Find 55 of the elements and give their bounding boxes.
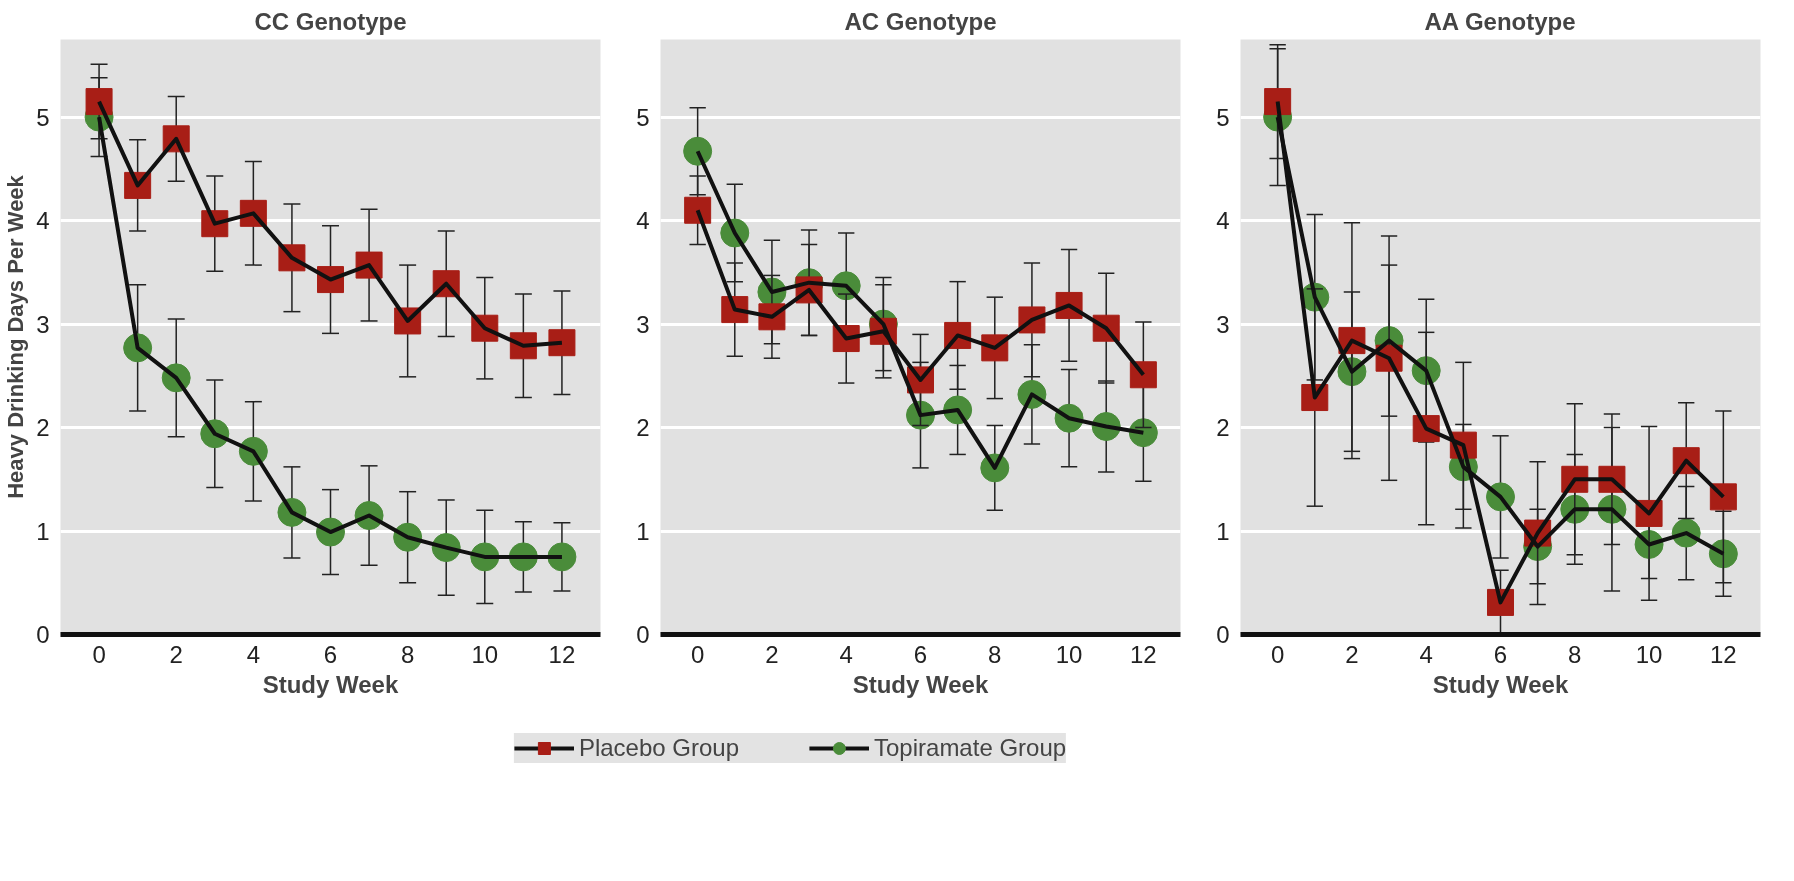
y-tick-label: 5 — [36, 103, 50, 131]
x-axis-title: Study Week — [852, 670, 989, 698]
x-tick-label: 0 — [92, 640, 106, 668]
point — [548, 329, 576, 357]
x-tick-label: 8 — [988, 640, 1002, 668]
x-tick-label: 4 — [1419, 640, 1433, 668]
point — [684, 196, 712, 224]
x-tick-label: 10 — [1055, 640, 1083, 668]
x-tick-label: 2 — [765, 640, 779, 668]
y-tick-label: 1 — [1216, 517, 1230, 545]
x-axis-title: Study Week — [1432, 670, 1569, 698]
y-tick-label: 2 — [636, 414, 650, 442]
legend-label: Topiramate Group — [874, 733, 1067, 762]
x-tick-label: 12 — [1130, 640, 1157, 668]
x-tick-label: 12 — [1710, 640, 1737, 668]
point — [683, 136, 713, 166]
y-tick-label: 1 — [636, 517, 650, 545]
x-tick-label: 8 — [1568, 640, 1582, 668]
y-tick-label: 0 — [636, 621, 650, 648]
y-tick-label: 5 — [636, 103, 650, 131]
x-tick-label: 10 — [471, 640, 499, 668]
legend-label: Placebo Group — [578, 733, 740, 762]
y-tick-label: 3 — [36, 310, 50, 338]
x-tick-label: 10 — [1635, 640, 1663, 668]
y-tick-label: 3 — [1216, 310, 1230, 338]
x-tick-label: 4 — [839, 640, 853, 668]
y-tick-label: 5 — [1216, 103, 1230, 131]
y-tick-label: 4 — [36, 207, 50, 235]
y-axis-title: Heavy Drinking Days Per Week — [3, 174, 29, 499]
x-tick-label: 0 — [690, 640, 705, 668]
y-tick-label: 4 — [1216, 207, 1230, 235]
y-tick-label: 3 — [636, 310, 650, 338]
y-tick-label: 2 — [1216, 414, 1230, 442]
point — [547, 542, 577, 572]
x-tick-label: 2 — [169, 640, 183, 668]
x-tick-label: 6 — [1493, 640, 1508, 668]
x-axis-title: Study Week — [262, 670, 399, 698]
point — [1129, 361, 1157, 389]
x-tick-label: 6 — [913, 640, 928, 668]
x-tick-label: 12 — [548, 640, 576, 668]
x-tick-label: 6 — [323, 640, 338, 668]
chart-title: AC Genotype — [844, 7, 997, 35]
x-tick-label: 2 — [1345, 640, 1359, 668]
point — [1264, 88, 1292, 116]
y-tick-label: 0 — [36, 621, 50, 648]
chart-title: AA Genotype — [1424, 7, 1576, 35]
x-tick-label: 4 — [246, 640, 261, 668]
y-tick-label: 1 — [36, 517, 50, 545]
y-tick-label: 4 — [636, 207, 650, 235]
point — [85, 88, 113, 116]
y-tick-label: 2 — [36, 414, 50, 442]
chart-title: CC Genotype — [254, 7, 407, 35]
y-tick-label: 0 — [1216, 621, 1230, 648]
x-tick-label: 0 — [1270, 640, 1285, 668]
x-tick-label: 8 — [400, 640, 415, 668]
